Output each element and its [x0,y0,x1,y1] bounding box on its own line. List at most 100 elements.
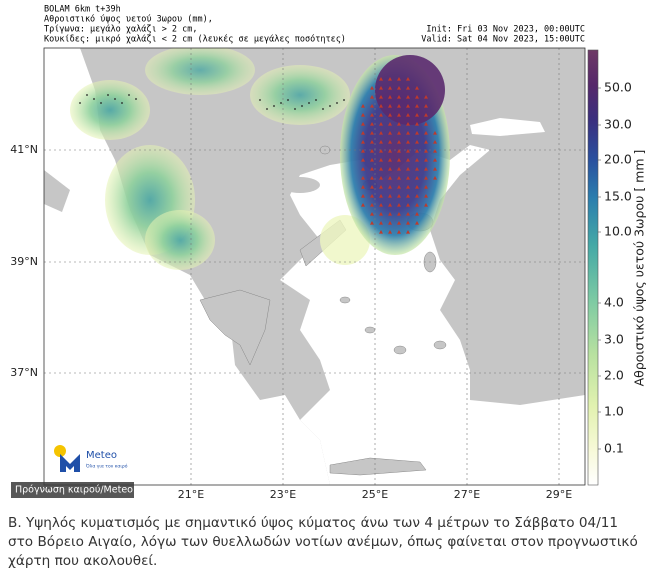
hail-triangle [379,158,383,162]
hail-triangle [406,203,410,207]
hail-triangle [370,104,374,108]
hail-dot [322,108,324,110]
hail-triangle [424,176,428,180]
credit-box [11,482,134,498]
land [44,170,70,212]
logo-text: Meteo [86,450,117,461]
hail-triangle [397,140,401,144]
hail-triangle [361,104,365,108]
colorbar [587,49,599,486]
hail-triangle [379,77,383,81]
hail-triangle [379,221,383,225]
hail-triangle [388,77,392,81]
hail-triangle [424,122,428,126]
hail-triangle [415,113,419,117]
header-line: Αθροιστικό ύψος υετού 3ωρου (mm), [44,14,213,25]
hail-dot [121,102,123,104]
hail-triangle [388,212,392,216]
hail-triangle [379,122,383,126]
hail-triangle [370,86,374,90]
precip [250,65,350,125]
hail-triangle [397,212,401,216]
hail-dot [135,98,137,100]
hail-triangle [361,122,365,126]
hail-triangle [415,149,419,153]
hail-triangle [433,158,437,162]
hail-triangle [424,194,428,198]
land [199,289,271,366]
lat-label: 41°N [10,143,38,156]
island [364,326,376,334]
hail-triangle [415,167,419,171]
precip [145,210,215,270]
hail-triangle [424,167,428,171]
hail-dot [336,102,338,104]
hail-triangle [361,167,365,171]
hail-triangle [406,140,410,144]
hail-triangle [397,221,401,225]
lat-label: 37°N [10,366,38,379]
lon-label: 27°E [454,488,480,501]
hail-triangle [433,131,437,135]
hail-triangle [370,185,374,189]
hail-triangle [379,167,383,171]
lat-label: 39°N [10,255,38,268]
colorbar-label: Αθροιστικό ύψος υετού 3ωρου [ mm ] [632,150,647,387]
hail-dot [308,102,310,104]
hail-dot [79,102,81,104]
hail-triangle [361,131,365,135]
map-frame [43,47,586,486]
hail-triangle [415,131,419,135]
hail-dot [266,108,268,110]
hail-dot [128,94,130,96]
hail-triangle [379,140,383,144]
hail-triangle [370,149,374,153]
hail-triangle [406,221,410,225]
colorbar-tick-label: 0.1 [604,441,624,456]
hail-triangle [379,230,383,234]
hail-triangle [370,194,374,198]
hail-triangle [379,113,383,117]
hail-triangle [397,113,401,117]
hail-triangle [370,158,374,162]
land [329,457,427,476]
hail-triangle [370,140,374,144]
hail-triangle [379,104,383,108]
header-line: Κουκίδες: μικρό χαλάζι < 2 cm (λευκές σε… [44,34,346,45]
colorbar-tick-label: 3.0 [604,332,624,347]
hail-triangle [397,131,401,135]
hail-triangle [415,122,419,126]
hail-triangle [379,176,383,180]
hail-triangle [415,104,419,108]
hail-triangle [424,158,428,162]
colorbar-tick-label: 15.0 [604,189,632,204]
hail-triangle [388,185,392,189]
hail-triangle [406,167,410,171]
hail-triangle [397,149,401,153]
colorbar-tick-label: 10.0 [604,224,632,239]
hail-triangle [397,77,401,81]
hail-triangle [433,140,437,144]
hail-triangle [424,104,428,108]
hail-triangle [361,140,365,144]
colorbar-tick-label: 20.0 [604,152,632,167]
hail-triangle [379,131,383,135]
hail-triangle [424,185,428,189]
hail-triangle [406,230,410,234]
colorbar-tick-label: 2.0 [604,368,624,383]
hail-triangle [361,158,365,162]
sea [44,48,330,485]
hail-triangle [388,167,392,171]
hail-dot [287,99,289,101]
hail-dot [294,108,296,110]
hail-triangle [406,104,410,108]
hail-triangle [406,185,410,189]
hail-triangle [424,149,428,153]
hail-triangle [415,194,419,198]
hail-dot [343,99,345,101]
hail-triangle [388,194,392,198]
init-time: Init: Fri 03 Nov 2023, 00:00UTC [426,25,585,35]
hail-triangle [424,140,428,144]
header-line: Τρίγωνα: μεγάλο χαλάζι > 2 cm, [44,25,198,35]
